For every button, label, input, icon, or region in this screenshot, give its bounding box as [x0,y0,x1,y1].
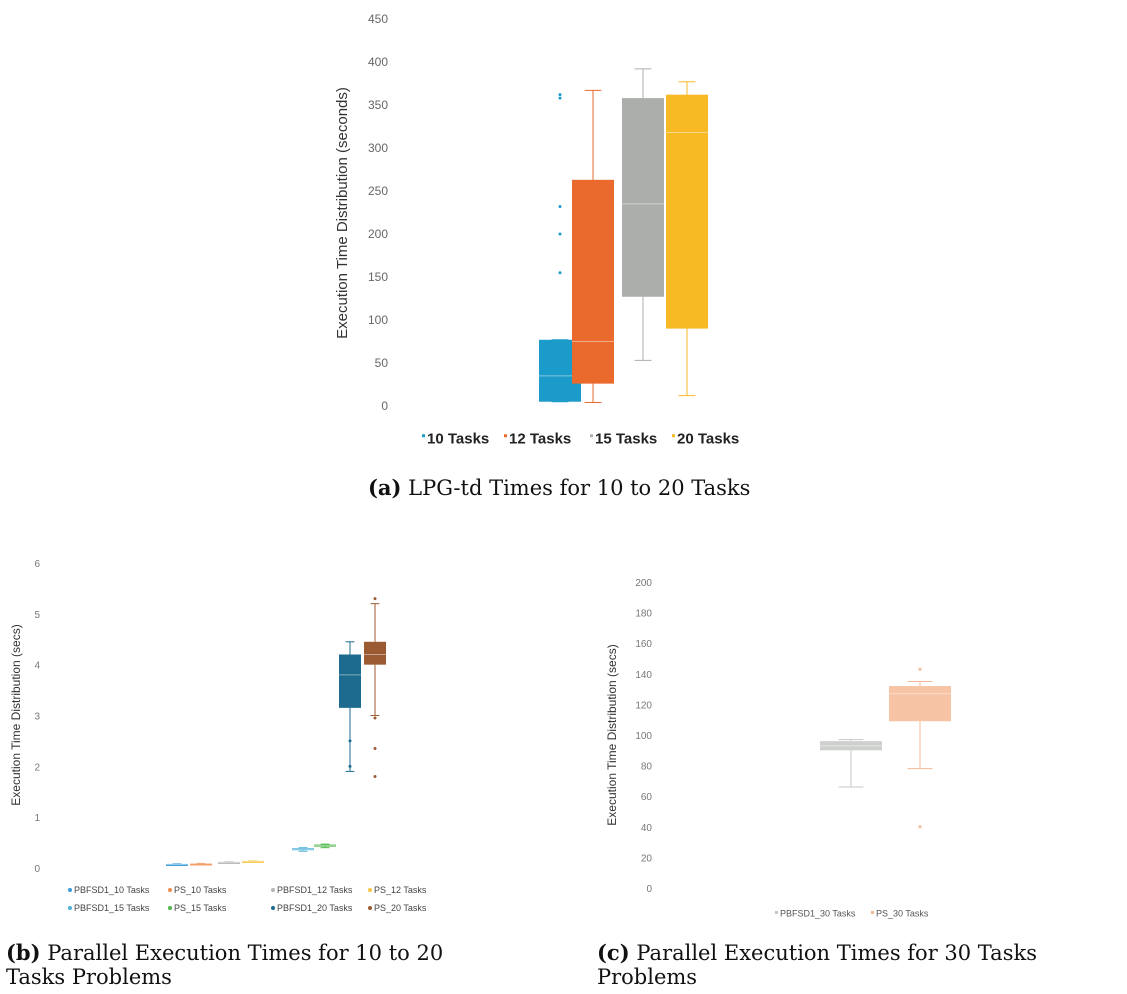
outlier-ps-20-tasks [373,597,377,601]
legend-label-ps-20-tasks: PS_20 Tasks [374,903,427,913]
box-pbfsd1-15-tasks [292,848,314,851]
box-ps-30-tasks [889,686,951,722]
y-tick-label: 300 [368,141,388,155]
legend-label-ps-15-tasks: PS_15 Tasks [174,903,227,913]
outlier-10-tasks [558,204,562,208]
caption-a: (a) LPG-td Times for 10 to 20 Tasks [368,475,751,501]
box-20-tasks [666,94,708,329]
y-tick-label: 0 [34,864,40,875]
y-tick-label: 200 [635,578,652,589]
caption-c: (c) Parallel Execution Times for 30 Task… [597,940,1122,990]
y-tick-label: 40 [641,823,653,834]
y-tick-label: 6 [34,559,40,570]
y-tick-label: 50 [375,356,389,370]
y-tick-label: 100 [368,313,388,327]
box-15-tasks [622,98,664,297]
legend-label-pbfsd1-20-tasks: PBFSD1_20 Tasks [277,903,353,913]
y-tick-label: 140 [635,670,652,681]
y-tick-label: 0 [646,884,652,895]
outlier-ps-20-tasks [373,775,377,778]
box-ps-12-tasks [242,860,264,863]
outlier-pbfsd1-20-tasks [348,739,352,743]
outlier-ps-20-tasks [373,716,377,720]
y-axis-label: Execution Time Distribution (secs) [9,624,23,805]
legend-label-ps-12-tasks: PS_12 Tasks [374,885,427,895]
y-tick-label: 200 [368,227,388,241]
box-ps-20-tasks [364,641,386,665]
legend-marker-ps-20-tasks [368,906,372,910]
legend-label-pbfsd1-10-tasks: PBFSD1_10 Tasks [74,885,150,895]
legend-marker-pbfsd1-10-tasks [68,888,72,892]
caption-c-tag: (c) [597,940,630,965]
outlier-ps-30-tasks [918,667,922,671]
caption-b-text-1: Parallel Execution Times for 10 to 20 [47,941,444,965]
box-pbfsd1-10-tasks [166,863,188,866]
y-tick-label: 80 [641,762,653,773]
caption-c-text-2: Problems [597,965,698,989]
y-tick-label: 400 [368,55,388,69]
legend-marker-pbfsd1-15-tasks [68,906,72,910]
y-tick-label: 250 [368,184,388,198]
legend-label-10-tasks: 10 Tasks [427,430,489,447]
legend-label-pbfsd1-15-tasks: PBFSD1_15 Tasks [74,903,150,913]
box-pbfsd1-30-tasks [820,741,882,751]
y-tick-label: 5 [34,610,40,621]
box-pbfsd1-12-tasks [218,861,240,864]
y-tick-label: 4 [34,661,40,672]
y-tick-label: 1 [34,813,40,824]
caption-c-text-1: Parallel Execution Times for 30 Tasks [636,941,1037,965]
outlier-pbfsd1-20-tasks [348,764,352,768]
y-tick-label: 450 [368,12,388,26]
y-tick-label: 160 [635,639,652,650]
caption-b-tag: (b) [6,940,41,965]
caption-a-tag: (a) [368,475,402,500]
outlier-10-tasks [558,271,562,275]
legend-marker-ps-15-tasks [168,906,172,910]
outlier-ps-20-tasks [373,747,377,751]
box-ps-10-tasks [190,863,212,866]
outlier-10-tasks [558,93,562,97]
legend-label-pbfsd1-12-tasks: PBFSD1_12 Tasks [277,885,353,895]
y-tick-label: 180 [635,609,652,620]
legend-marker-ps-10-tasks [168,888,172,892]
outlier-10-tasks [558,232,562,236]
legend-label-12-tasks: 12 Tasks [509,430,571,447]
legend-marker-20-tasks [672,434,675,438]
legend-label-20-tasks: 20 Tasks [677,430,739,447]
legend-label-ps-30-tasks: PS_30 Tasks [876,908,929,918]
legend-marker-12-tasks [504,434,507,438]
legend-marker-ps-30-tasks [871,910,874,914]
y-tick-label: 60 [641,792,653,803]
caption-a-text: LPG-td Times for 10 to 20 Tasks [408,476,751,500]
legend-marker-pbfsd1-30-tasks [775,910,778,914]
y-tick-label: 120 [635,700,652,711]
y-tick-label: 100 [635,731,652,742]
y-axis-label: Execution Time Distribution (seconds) [334,87,351,339]
y-tick-label: 150 [368,270,388,284]
legend-marker-15-tasks [590,434,593,438]
caption-b: (b) Parallel Execution Times for 10 to 2… [6,940,546,990]
box-pbfsd1-20-tasks [339,654,361,708]
legend-marker-pbfsd1-12-tasks [271,888,275,892]
box-ps-15-tasks [314,844,336,847]
caption-b-text-2: Tasks Problems [6,965,172,989]
legend-label-ps-10-tasks: PS_10 Tasks [174,885,227,895]
legend-marker-10-tasks [422,434,425,438]
outlier-ps-30-tasks [918,825,922,829]
y-tick-label: 0 [381,399,388,413]
legend-label-pbfsd1-30-tasks: PBFSD1_30 Tasks [780,908,856,918]
y-axis-label: Execution Time Distribution (secs) [605,644,619,825]
legend-marker-pbfsd1-20-tasks [271,906,275,910]
box-12-tasks [572,179,614,384]
y-tick-label: 3 [34,712,40,723]
outlier-10-tasks [558,96,562,100]
legend-marker-ps-12-tasks [368,888,372,892]
y-tick-label: 20 [641,853,653,864]
y-tick-label: 350 [368,98,388,112]
legend-label-15-tasks: 15 Tasks [595,430,657,447]
y-tick-label: 2 [34,762,40,773]
